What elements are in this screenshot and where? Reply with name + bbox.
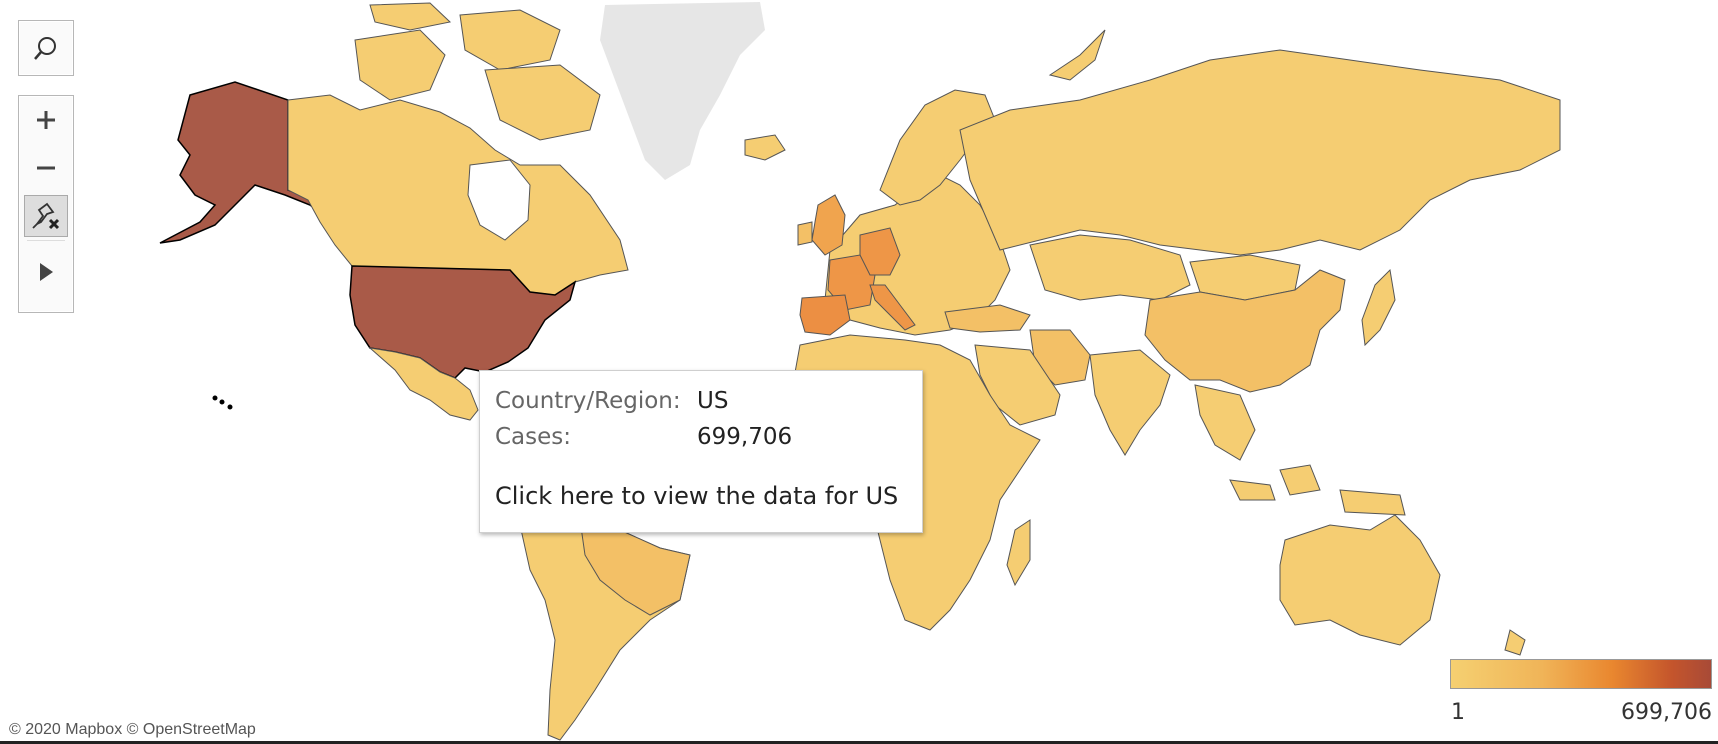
legend-max-label: 699,706 (1621, 700, 1712, 725)
zoom-controls[interactable] (18, 95, 74, 313)
kazakhstan[interactable] (1029, 234, 1191, 301)
ireland[interactable] (797, 221, 813, 246)
search-control[interactable] (18, 20, 74, 76)
color-legend-bar (1450, 659, 1712, 689)
search-button[interactable] (19, 21, 73, 75)
tooltip-cases-label: Cases: (495, 424, 572, 450)
mexico[interactable] (368, 347, 479, 421)
zoom-out-button[interactable] (19, 144, 73, 192)
legend-min-label: 1 (1451, 700, 1465, 725)
bottom-border (0, 741, 1718, 744)
tooltip-country-value: US (697, 388, 729, 414)
plus-icon (37, 111, 55, 129)
hawaii[interactable] (212, 395, 233, 410)
zoom-in-button[interactable] (19, 96, 73, 144)
search-icon (34, 37, 56, 60)
russia[interactable] (959, 49, 1561, 256)
turkey[interactable] (944, 304, 1031, 333)
iceland[interactable] (744, 134, 786, 161)
tooltip-country-row: Country/Region: US (495, 388, 728, 414)
tooltip-view-data-link[interactable]: Click here to view the data for US (495, 482, 899, 510)
brazil[interactable] (579, 519, 691, 616)
map-attribution[interactable]: © 2020 Mapbox © OpenStreetMap (9, 721, 256, 738)
reset-pin-button[interactable] (19, 192, 73, 240)
spain[interactable] (799, 294, 851, 336)
canada[interactable] (287, 94, 629, 296)
tooltip-cases-row: Cases: 699,706 (495, 424, 792, 450)
australia[interactable] (1279, 514, 1441, 646)
canada-arctic-islands[interactable] (354, 2, 601, 141)
tooltip-cases-value: 699,706 (697, 424, 793, 450)
new-zealand[interactable] (1504, 629, 1526, 656)
india[interactable] (1089, 349, 1171, 456)
hudson-bay (467, 159, 531, 241)
novaya-zemlya[interactable] (1048, 29, 1106, 81)
minus-icon (37, 166, 55, 170)
tooltip-country-label: Country/Region: (495, 388, 681, 414)
play-icon (40, 263, 53, 281)
play-button[interactable] (19, 241, 73, 303)
madagascar[interactable] (1006, 519, 1031, 587)
italy[interactable] (869, 284, 916, 331)
southeast-asia[interactable] (1194, 384, 1256, 461)
controls-divider (27, 240, 65, 241)
indonesia[interactable] (1229, 464, 1406, 516)
china[interactable] (1144, 269, 1346, 393)
country-tooltip: Country/Region: US Cases: 699,706 Click … (479, 370, 923, 533)
japan[interactable] (1361, 268, 1396, 347)
germany[interactable] (859, 227, 901, 276)
greenland (600, 2, 765, 180)
pin-reset-icon (32, 202, 60, 230)
united-kingdom[interactable] (811, 194, 846, 256)
